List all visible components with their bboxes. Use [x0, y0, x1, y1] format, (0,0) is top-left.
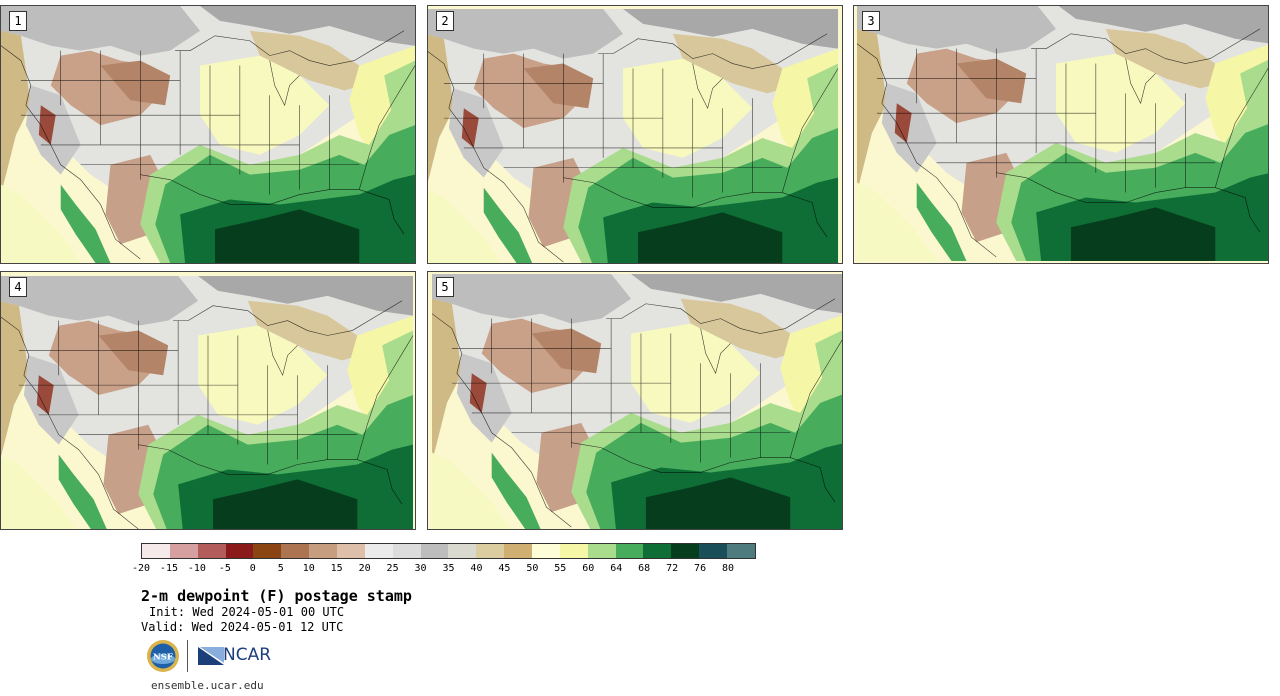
- colorbar-tick-label: 50: [526, 563, 539, 574]
- colorbar-swatch: [337, 544, 365, 558]
- colorbar-tick-label: 20: [358, 563, 371, 574]
- colorbar-tick-label: 40: [470, 563, 483, 574]
- colorbar-swatch: [197, 544, 226, 558]
- colorbar-swatch: [225, 544, 254, 558]
- nsf-logo-text: NSF: [153, 653, 173, 663]
- colorbar-swatch: [532, 544, 560, 558]
- colorbar-tick-label: 30: [414, 563, 427, 574]
- colorbar-swatch: [392, 544, 421, 558]
- colorbar-tick-label: 80: [722, 563, 735, 574]
- colorbar-tick-label: 15: [330, 563, 343, 574]
- colorbar-swatch: [364, 544, 393, 558]
- colorbar-swatch: [169, 544, 198, 558]
- dewpoint-colorbar: [141, 543, 756, 559]
- init-time: Init: Wed 2024-05-01 00 UTC: [149, 605, 345, 619]
- site-url: ensemble.ucar.edu: [151, 679, 264, 692]
- colorbar-swatch: [142, 544, 170, 558]
- page-title: 2-m dewpoint (F) postage stamp: [141, 587, 412, 605]
- colorbar-tick-label: 55: [554, 563, 567, 574]
- colorbar-swatch: [699, 544, 728, 558]
- panel-number-label: 5: [436, 277, 454, 297]
- colorbar-tick-label: 35: [442, 563, 455, 574]
- colorbar-swatch: [615, 544, 644, 558]
- map-panel-3: 3: [853, 5, 1269, 264]
- ncar-logo-text: NCAR: [223, 645, 272, 665]
- valid-time: Valid: Wed 2024-05-01 12 UTC: [141, 620, 344, 634]
- colorbar-swatch: [281, 544, 310, 558]
- dewpoint-map-graphic: [1, 275, 414, 529]
- colorbar-swatch: [448, 544, 477, 558]
- colorbar-swatch: [476, 544, 505, 558]
- colorbar-tick-label: -20: [131, 563, 151, 574]
- dewpoint-map-graphic: [431, 273, 842, 529]
- logo-divider: [187, 640, 188, 672]
- colorbar-tick-label: 76: [694, 563, 707, 574]
- colorbar-swatch: [253, 544, 282, 558]
- colorbar-tick-labels: -20 -15 -10 -5 0 5 10 15 20 25 30 35 40 45 50 55 60 64 68 7…: [132, 563, 756, 577]
- panel-number-label: 2: [436, 11, 454, 31]
- ncar-logo-icon: [198, 647, 224, 665]
- colorbar-tick-label: 60: [582, 563, 595, 574]
- dewpoint-map-graphic: [856, 6, 1268, 262]
- colorbar-tick-label: 64: [610, 563, 623, 574]
- panel-number-label: 1: [9, 11, 27, 31]
- map-panel-2: 2: [427, 5, 843, 264]
- colorbar-swatch: [587, 544, 616, 558]
- colorbar-tick-label: 10: [302, 563, 315, 574]
- panel-number-label: 4: [9, 277, 27, 297]
- colorbar-swatch: [559, 544, 588, 558]
- panel-number-label: 3: [862, 11, 880, 31]
- colorbar-swatch: [643, 544, 672, 558]
- colorbar-tick-label: -10: [187, 563, 206, 574]
- colorbar-swatch: [309, 544, 338, 558]
- map-panel-4: 4: [0, 271, 416, 530]
- nsf-logo-icon: NSF: [147, 640, 179, 672]
- colorbar-tick-label: -15: [159, 563, 178, 574]
- colorbar-tick-label: 45: [498, 563, 511, 574]
- colorbar-swatch: [671, 544, 700, 558]
- map-panel-1: 1: [0, 5, 416, 264]
- colorbar-swatch: [727, 544, 755, 558]
- colorbar-tick-label: 0: [249, 563, 256, 574]
- colorbar-tick-label: 72: [666, 563, 679, 574]
- colorbar-swatch: [420, 544, 449, 558]
- dewpoint-map-graphic: [428, 8, 839, 263]
- colorbar-tick-label: 25: [386, 563, 399, 574]
- colorbar-tick-label: 5: [277, 563, 284, 574]
- colorbar-tick-label: -5: [218, 563, 231, 574]
- colorbar-tick-label: 68: [638, 563, 651, 574]
- map-panel-5: 5: [427, 271, 843, 530]
- dewpoint-map-graphic: [1, 6, 415, 263]
- colorbar-swatch: [504, 544, 533, 558]
